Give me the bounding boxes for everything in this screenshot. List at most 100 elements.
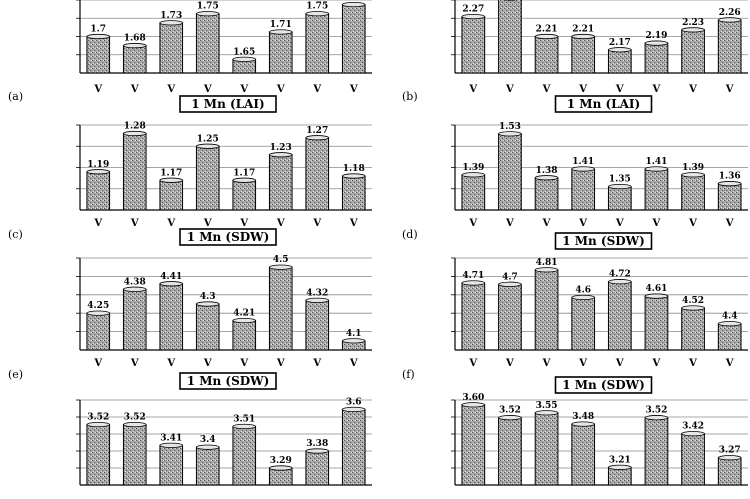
bar xyxy=(195,303,220,351)
x-tick-label: V xyxy=(166,358,175,369)
value-label: 1.75 xyxy=(197,2,219,12)
chart-panel-3: 1.19 V 1.28 V 1.17 V 1.25 V 1.17 V 1.23 V 1.27 V 1.18 V… xyxy=(8,95,372,241)
x-tick-label: V xyxy=(652,218,661,229)
bar-cap xyxy=(681,305,705,311)
x-tick-label: V xyxy=(276,358,285,369)
bar-cap xyxy=(123,43,147,49)
x-tick-label: V xyxy=(312,84,321,95)
x-tick-label: V xyxy=(615,218,624,229)
bar-cap xyxy=(269,465,293,471)
x-tick-label: V xyxy=(93,358,102,369)
x-tick-label: V xyxy=(349,84,358,95)
bar xyxy=(498,133,522,211)
value-label: 2.19 xyxy=(645,31,667,41)
x-tick-label: V xyxy=(130,218,139,229)
bar xyxy=(122,133,147,211)
chart-title-box xyxy=(554,95,653,113)
bar-cap xyxy=(342,1,366,8)
bar-cap xyxy=(608,464,632,470)
value-label: 1.73 xyxy=(160,11,182,21)
chart-title: 1 Mn (LAI) xyxy=(567,97,640,111)
chart-title-box xyxy=(179,372,277,390)
bar-cap xyxy=(196,11,220,17)
value-label: 1.41 xyxy=(572,157,594,167)
bar xyxy=(681,29,705,74)
value-label: 3.41 xyxy=(160,433,182,443)
x-tick-label: V xyxy=(276,84,285,95)
x-tick-label: V xyxy=(688,358,697,369)
bar-cap xyxy=(159,177,183,183)
x-tick-label: V xyxy=(349,218,358,229)
bar xyxy=(305,450,330,486)
bar-cap xyxy=(644,40,669,46)
value-label: 1.39 xyxy=(462,163,484,173)
bar-cap xyxy=(232,177,256,183)
bar-cap xyxy=(461,13,486,20)
value-label: 4.1 xyxy=(346,329,362,339)
bar-cap xyxy=(644,166,669,172)
bar xyxy=(232,320,257,351)
value-label: 1.38 xyxy=(536,166,558,176)
bar-cap xyxy=(86,421,110,428)
x-tick-label: V xyxy=(505,84,514,95)
bar-cap xyxy=(717,455,742,461)
value-label: 3.52 xyxy=(124,413,146,423)
chart-panel-7: 3.52 3.52 3.41 3.4 3.51 3.29 3.38 3.6 1 Mn (SDW) xyxy=(76,372,372,486)
x-tick-label: V xyxy=(468,358,477,369)
value-label: 4.7 xyxy=(502,272,518,282)
value-label: 1.17 xyxy=(160,168,182,178)
chart-title: 1 Mn (SDW) xyxy=(187,374,270,388)
x-tick-label: V xyxy=(203,84,212,95)
x-tick-label: V xyxy=(468,84,477,95)
x-tick-label: V xyxy=(130,84,139,95)
bar xyxy=(534,36,559,74)
value-label: 1.17 xyxy=(233,168,255,178)
bar xyxy=(498,0,522,74)
chart-title-box xyxy=(554,376,653,394)
bar-cap xyxy=(571,421,595,427)
bar-cap xyxy=(498,281,522,287)
bar-cap xyxy=(461,280,486,286)
value-label: 1.41 xyxy=(645,157,667,167)
value-label: 3.27 xyxy=(719,446,741,456)
bar xyxy=(571,423,596,486)
bar-cap xyxy=(159,281,183,287)
bar xyxy=(571,168,596,211)
bar-cap xyxy=(196,301,220,307)
bar-cap xyxy=(232,56,256,62)
x-tick-label: V xyxy=(578,84,587,95)
x-tick-label: V xyxy=(615,84,624,95)
value-label: 2.26 xyxy=(719,8,741,18)
bar xyxy=(86,36,111,74)
x-tick-label: V xyxy=(652,358,661,369)
x-tick-label: V xyxy=(725,358,734,369)
chart-title: 1 Mn (LAI) xyxy=(191,97,264,111)
value-label: 4.38 xyxy=(124,277,146,287)
bar-cap xyxy=(269,29,293,35)
chart-title-box xyxy=(554,232,653,250)
value-label: 3.55 xyxy=(536,401,558,411)
bar xyxy=(159,283,184,351)
bar xyxy=(122,288,147,351)
bar xyxy=(498,283,522,351)
bar-cap xyxy=(498,415,522,421)
value-label: 3.52 xyxy=(499,406,521,416)
bar-cap xyxy=(461,402,486,408)
chart-panel-2: 2.27 V V 2.21 V 2.21 V 2.17 V 2.19 V 2.23 V 2.26 V (b) xyxy=(402,0,748,103)
panel-label: (d) xyxy=(402,228,418,241)
value-label: 1.68 xyxy=(124,34,146,44)
value-label: 1.25 xyxy=(197,134,219,144)
bar-cap xyxy=(717,17,742,23)
value-label: 1.75 xyxy=(306,2,328,12)
x-tick-label: V xyxy=(93,84,102,95)
x-tick-label: V xyxy=(578,358,587,369)
bar xyxy=(534,269,559,351)
x-tick-label: V xyxy=(312,218,321,229)
panel-label: (b) xyxy=(402,90,418,103)
x-tick-label: V xyxy=(688,84,697,95)
x-tick-label: V xyxy=(688,218,697,229)
bar-cap xyxy=(534,267,559,273)
x-tick-label: V xyxy=(166,84,175,95)
bar-cap xyxy=(342,338,366,344)
